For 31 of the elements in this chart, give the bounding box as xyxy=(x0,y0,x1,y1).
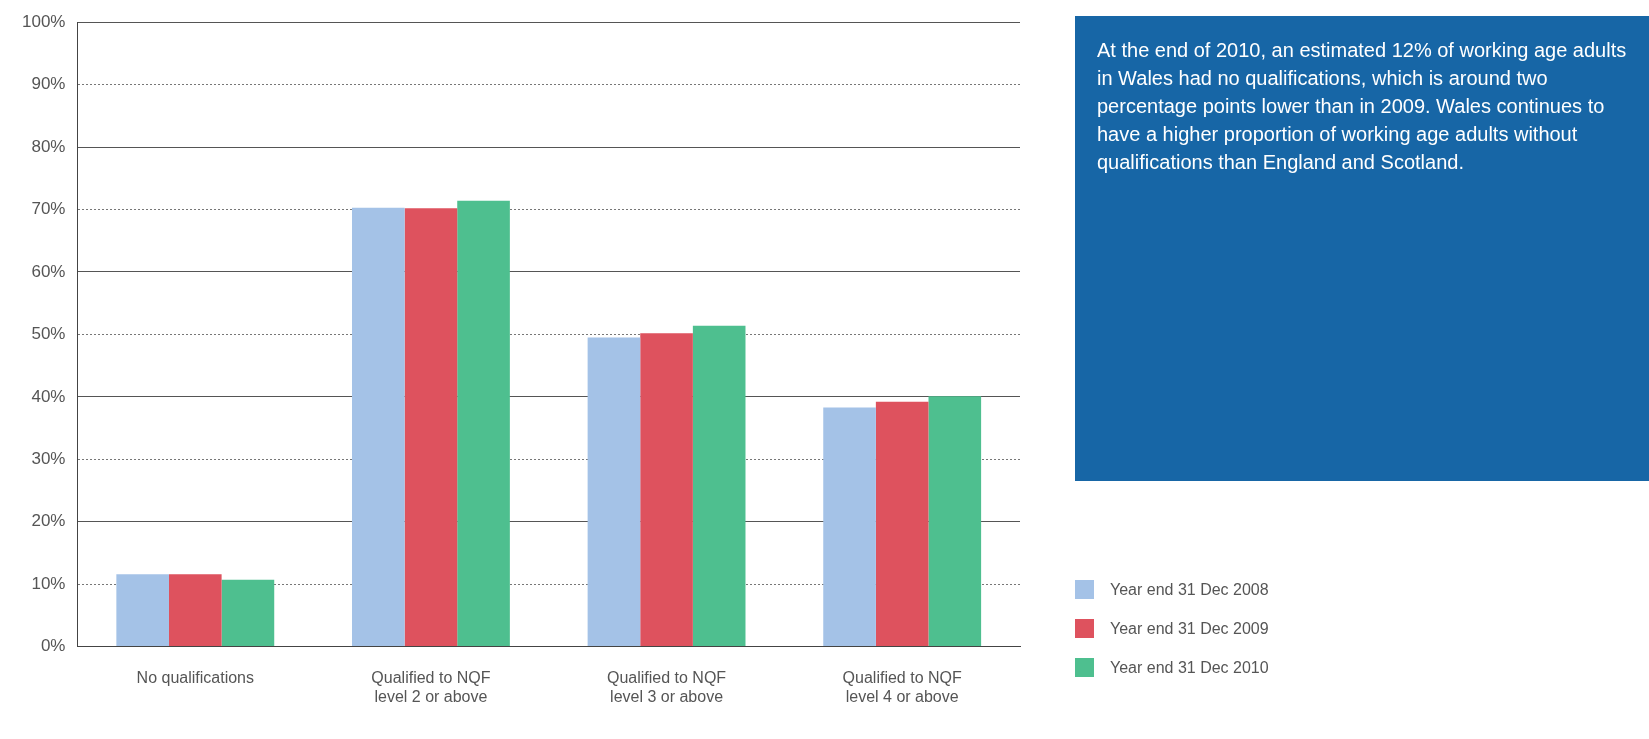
y-tick-label: 70% xyxy=(31,199,66,219)
text: At the end of 2010, an estimated 12% of working age adults in Wales had no qualifications, which is around two percentage points lower than in 2009. Wales continues to have a higher proportion of working age adults without qualifications than England and Scotland. xyxy=(1097,38,1627,175)
y-tick-label: 50% xyxy=(31,324,66,344)
y-tick-label: 100% xyxy=(22,11,66,31)
legend-label: Year end 31 Dec 2010 xyxy=(1110,658,1269,677)
bar xyxy=(457,200,510,647)
y-tick-label: 90% xyxy=(31,74,66,94)
bar xyxy=(351,207,405,647)
bar xyxy=(116,574,169,647)
y-tick-label: 20% xyxy=(31,511,66,531)
y-tick-label: 60% xyxy=(31,261,66,281)
bar xyxy=(587,337,641,647)
bar xyxy=(928,396,982,647)
y-tick-label: 10% xyxy=(31,573,66,593)
y-tick-label: 40% xyxy=(31,386,66,406)
x-tick-label: Qualified to NQF level 2 or above xyxy=(371,668,491,705)
bar xyxy=(168,574,222,647)
y-tick-label: 30% xyxy=(31,448,66,468)
bar xyxy=(875,401,929,647)
bar xyxy=(404,208,458,647)
bar xyxy=(692,325,746,647)
x-tick-label: No qualifications xyxy=(136,668,254,686)
y-tick-label: 80% xyxy=(31,136,66,156)
bar xyxy=(640,333,693,647)
legend-label: Year end 31 Dec 2008 xyxy=(1110,580,1269,599)
y-tick-label: 0% xyxy=(40,636,66,656)
x-tick-label: Qualified to NQF level 3 or above xyxy=(606,668,727,705)
x-tick-label: Qualified to NQF level 4 or above xyxy=(842,668,962,705)
bar xyxy=(823,407,876,647)
bar xyxy=(221,579,275,647)
legend-label: Year end 31 Dec 2009 xyxy=(1110,619,1269,638)
